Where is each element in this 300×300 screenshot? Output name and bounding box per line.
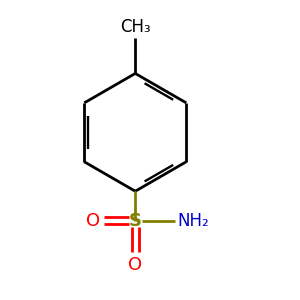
Text: NH₂: NH₂ xyxy=(177,212,209,230)
Text: O: O xyxy=(86,212,100,230)
Text: CH₃: CH₃ xyxy=(120,18,151,36)
Text: S: S xyxy=(129,212,142,230)
Text: O: O xyxy=(128,256,142,274)
